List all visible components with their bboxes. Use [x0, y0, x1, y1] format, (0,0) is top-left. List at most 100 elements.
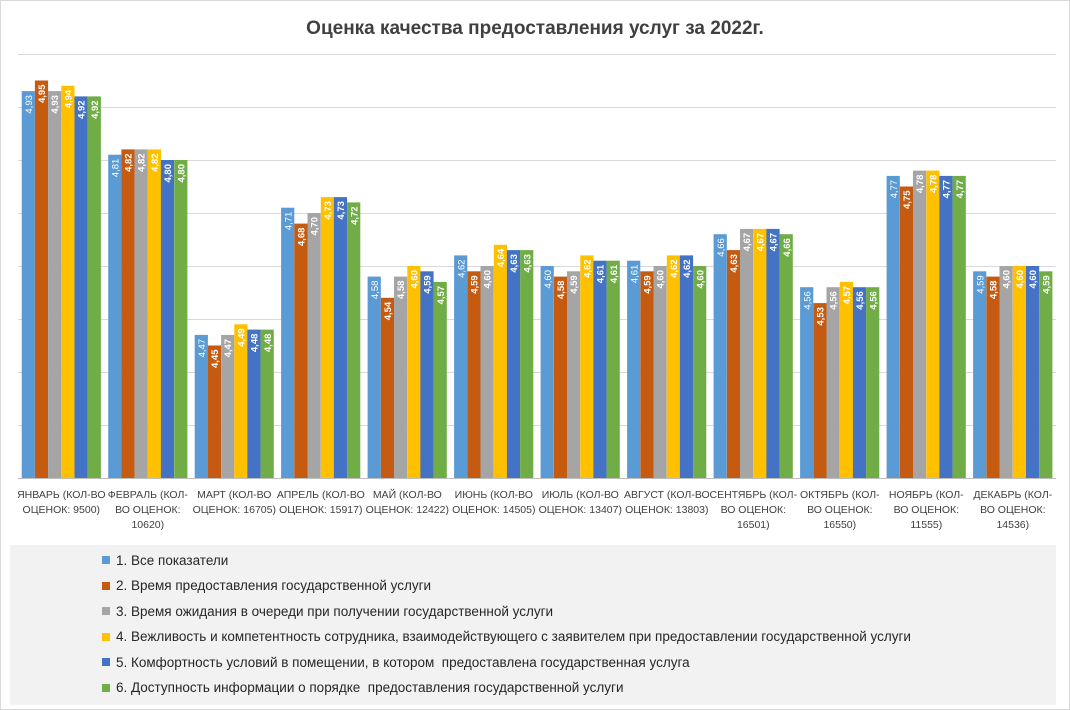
data-label: 4,62	[682, 259, 693, 278]
bar	[174, 160, 188, 478]
data-label: 4,53	[816, 307, 827, 326]
bar	[1039, 271, 1053, 478]
bar	[367, 276, 381, 478]
data-label: 4,48	[250, 334, 261, 353]
bar	[380, 297, 394, 478]
data-label: 4,82	[123, 153, 134, 172]
x-tick-label: МАЙ (КОЛ-ВО	[373, 488, 442, 501]
legend-item: 1. Все показатели	[102, 549, 228, 571]
data-label: 4,63	[522, 254, 533, 273]
bar	[740, 228, 754, 478]
bar	[61, 85, 75, 479]
data-label: 4,66	[716, 238, 727, 257]
bar	[753, 228, 767, 478]
x-tick-label: АПРЕЛЬ (КОЛ-ВО	[277, 489, 365, 501]
bar	[506, 250, 521, 478]
bar	[160, 160, 175, 478]
bar	[520, 250, 534, 478]
bar	[234, 324, 248, 478]
data-label: 4,67	[769, 233, 780, 252]
data-label: 4,59	[423, 275, 434, 294]
bar	[74, 96, 88, 479]
x-axis: ЯНВАРЬ (КОЛ-ВО ОЦЕНОК: 9500) ФЕВРАЛЬ (КОЛ-…	[17, 488, 1053, 531]
bar	[121, 149, 135, 478]
legend-swatch	[102, 683, 110, 692]
x-tick-label: ВО ОЦЕНОК:	[807, 504, 872, 516]
data-label: 4,60	[656, 270, 667, 289]
data-label: 4,57	[436, 286, 447, 305]
chart-plot: Оценка качества предоставления услуг за …	[17, 18, 1056, 531]
x-tick-label: ИЮНЬ (КОЛ-ВО	[455, 489, 533, 501]
data-label: 4,82	[137, 153, 148, 172]
bar	[766, 228, 780, 478]
data-label: 4,61	[609, 264, 620, 283]
data-label: 4,59	[569, 275, 580, 294]
data-label: 4,71	[283, 212, 294, 231]
data-labels: 4,93 4,81 4,47 4,71 4,58 4,62 4,60 4,61 4,66 4,56…	[24, 84, 1053, 368]
x-tick-label: ОЦЕНОК: 16705)	[193, 504, 276, 516]
data-label: 4,58	[556, 281, 567, 300]
x-tick-label: ОЦЕНОК: 15917)	[279, 504, 362, 516]
bar	[713, 234, 727, 478]
data-label: 4,80	[163, 164, 174, 183]
x-tick-label: ОКТЯБРЬ (КОЛ-	[800, 489, 880, 501]
data-label: 4,57	[842, 286, 853, 305]
x-tick-label: 16550)	[823, 519, 856, 531]
data-label: 4,61	[596, 264, 607, 283]
bar	[247, 329, 261, 478]
bar	[999, 266, 1013, 478]
bar	[260, 329, 274, 478]
bar	[606, 260, 620, 478]
bar	[899, 186, 914, 478]
legend-label: 3. Время ожидания в очереди при получени…	[116, 603, 554, 619]
x-tick-label: ОЦЕНОК: 13407)	[539, 504, 622, 516]
data-label: 4,47	[197, 339, 208, 358]
x-tick-label: ОЦЕНОК: 14505)	[452, 504, 535, 516]
data-label: 4,48	[263, 334, 274, 353]
legend: 1. Все показатели 2. Время предоставления…	[10, 545, 1056, 705]
bar	[540, 266, 554, 478]
bar	[567, 271, 581, 478]
bar	[1026, 266, 1040, 478]
x-tick-label: ВО ОЦЕНОК:	[115, 504, 180, 516]
bar	[973, 271, 987, 478]
bar	[480, 266, 494, 478]
bar	[134, 149, 148, 478]
bar	[952, 175, 966, 478]
bar	[653, 266, 667, 478]
bar	[407, 266, 421, 478]
bar	[221, 334, 235, 478]
legend-swatch	[102, 632, 110, 641]
bar	[147, 149, 161, 478]
data-label: 4,62	[456, 259, 467, 278]
data-label: 4,67	[742, 233, 753, 252]
bar	[640, 271, 654, 478]
bar	[913, 170, 927, 478]
bar	[666, 255, 680, 478]
data-label: 4,68	[296, 228, 307, 247]
data-label: 4,92	[77, 100, 88, 119]
x-tick-label: 10620)	[131, 519, 164, 531]
x-tick-label: ВО ОЦЕНОК:	[894, 504, 959, 516]
data-label: 4,60	[543, 270, 554, 289]
data-label: 4,77	[955, 180, 966, 199]
bar	[281, 207, 295, 478]
legend-item: 5. Комфортность условий в помещении, в к…	[102, 651, 690, 673]
gridlines	[18, 54, 1056, 479]
bar	[194, 334, 208, 478]
bar	[394, 276, 408, 478]
data-label: 4,72	[349, 206, 360, 225]
data-label: 4,93	[24, 95, 35, 114]
bar	[294, 223, 308, 478]
x-tick-label: 16501)	[737, 519, 770, 531]
legend-item: 6. Доступность информации о порядке пред…	[102, 677, 624, 699]
bars	[21, 80, 1053, 479]
data-label: 4,66	[782, 238, 793, 257]
bar	[800, 287, 814, 478]
x-tick-label: ВО ОЦЕНОК:	[721, 504, 786, 516]
data-label: 4,56	[855, 291, 866, 310]
data-label: 4,95	[37, 84, 48, 103]
data-label: 4,60	[1015, 270, 1026, 289]
data-label: 4,64	[496, 248, 507, 267]
data-label: 4,81	[110, 159, 121, 178]
